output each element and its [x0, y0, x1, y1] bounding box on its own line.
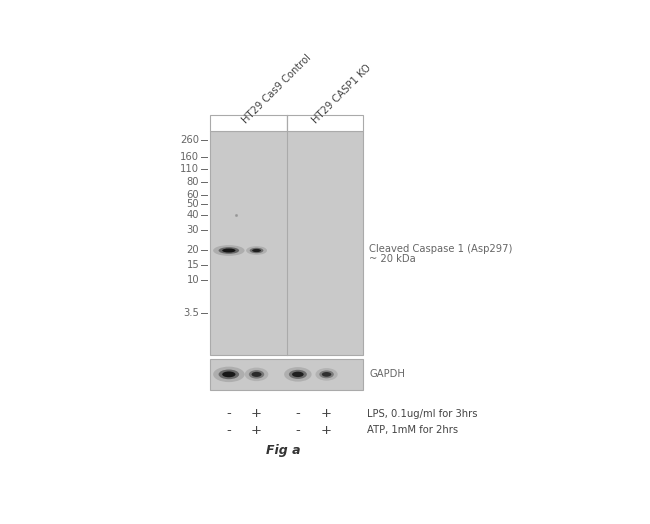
- Ellipse shape: [218, 369, 239, 379]
- Text: 60: 60: [187, 190, 199, 200]
- Ellipse shape: [249, 370, 265, 379]
- Text: Cleaved Caspase 1 (Asp297): Cleaved Caspase 1 (Asp297): [369, 244, 513, 254]
- Text: -: -: [296, 423, 300, 436]
- Ellipse shape: [252, 249, 261, 252]
- Text: 160: 160: [180, 152, 199, 162]
- Text: 20: 20: [187, 246, 199, 256]
- Ellipse shape: [315, 368, 338, 380]
- Ellipse shape: [322, 372, 332, 377]
- Ellipse shape: [222, 248, 235, 253]
- Ellipse shape: [319, 370, 334, 378]
- Text: GAPDH: GAPDH: [369, 369, 405, 379]
- Text: 260: 260: [180, 135, 199, 145]
- Bar: [210, 132, 363, 355]
- Point: [231, 211, 242, 219]
- Ellipse shape: [284, 367, 311, 381]
- Text: -: -: [226, 407, 231, 420]
- Text: HT29 Cas9 Control: HT29 Cas9 Control: [240, 52, 313, 125]
- Ellipse shape: [213, 245, 244, 256]
- Bar: [210, 359, 363, 390]
- Text: 80: 80: [187, 177, 199, 187]
- Text: ATP, 1mM for 2hrs: ATP, 1mM for 2hrs: [367, 425, 458, 435]
- Ellipse shape: [245, 368, 268, 381]
- Text: HT29 CASP1 KO: HT29 CASP1 KO: [310, 63, 372, 125]
- Text: 30: 30: [187, 224, 199, 235]
- Text: 40: 40: [187, 210, 199, 220]
- Text: +: +: [321, 423, 332, 436]
- Ellipse shape: [213, 367, 244, 382]
- Text: 15: 15: [187, 260, 199, 270]
- Text: LPS, 0.1ug/ml for 3hrs: LPS, 0.1ug/ml for 3hrs: [367, 409, 477, 419]
- Text: ~ 20 kDa: ~ 20 kDa: [369, 254, 416, 264]
- Ellipse shape: [250, 248, 263, 253]
- Text: 3.5: 3.5: [183, 308, 199, 318]
- Ellipse shape: [252, 372, 261, 377]
- Bar: [210, 115, 287, 132]
- Text: +: +: [251, 407, 262, 420]
- Text: +: +: [251, 423, 262, 436]
- Ellipse shape: [289, 370, 307, 379]
- Ellipse shape: [218, 247, 239, 254]
- Text: +: +: [321, 407, 332, 420]
- Text: 10: 10: [187, 275, 199, 285]
- Ellipse shape: [292, 372, 304, 377]
- Ellipse shape: [246, 246, 267, 255]
- Text: -: -: [296, 407, 300, 420]
- Text: 110: 110: [180, 163, 199, 173]
- Bar: [287, 115, 363, 132]
- Ellipse shape: [222, 372, 235, 377]
- Text: Fig a: Fig a: [265, 444, 300, 457]
- Text: -: -: [226, 423, 231, 436]
- Text: 50: 50: [187, 199, 199, 209]
